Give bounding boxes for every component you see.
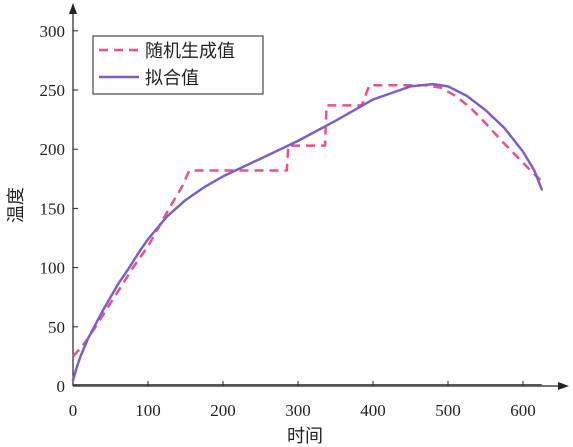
y-axis-title: 温度 xyxy=(6,187,27,223)
legend-label-fitted: 拟合值 xyxy=(145,68,199,89)
y-tick-label: 0 xyxy=(57,377,66,396)
series-line-fitted xyxy=(71,82,544,382)
plot-area xyxy=(71,82,544,382)
x-axis-arrow xyxy=(558,382,569,390)
legend-box xyxy=(92,35,264,95)
legend-label-random: 随机生成值 xyxy=(145,41,235,62)
x-tick-label: 600 xyxy=(510,401,536,420)
y-tick-label: 150 xyxy=(40,199,66,218)
y-tick-label: 50 xyxy=(48,318,65,337)
x-tick-label: 200 xyxy=(210,401,236,420)
y-tick-label: 250 xyxy=(40,81,66,100)
y-tick-label: 200 xyxy=(40,140,66,159)
x-tick-label: 400 xyxy=(360,401,386,420)
x-tick-label: 0 xyxy=(69,401,78,420)
series-line-random xyxy=(72,84,543,358)
x-tick-label: 300 xyxy=(285,401,311,420)
tick-labels: 0 50 100 150 200 250 300 0 100 200 300 400 500 600 xyxy=(40,22,536,420)
legend: 随机生成值 拟合值 xyxy=(92,35,264,95)
x-tick-label: 500 xyxy=(435,401,461,420)
x-tick-label: 100 xyxy=(135,401,161,420)
axes xyxy=(69,3,569,390)
y-axis-arrow xyxy=(69,3,77,14)
x-axis-title: 时间 xyxy=(287,426,323,447)
y-tick-label: 300 xyxy=(40,22,66,41)
y-tick-label: 100 xyxy=(40,259,66,278)
